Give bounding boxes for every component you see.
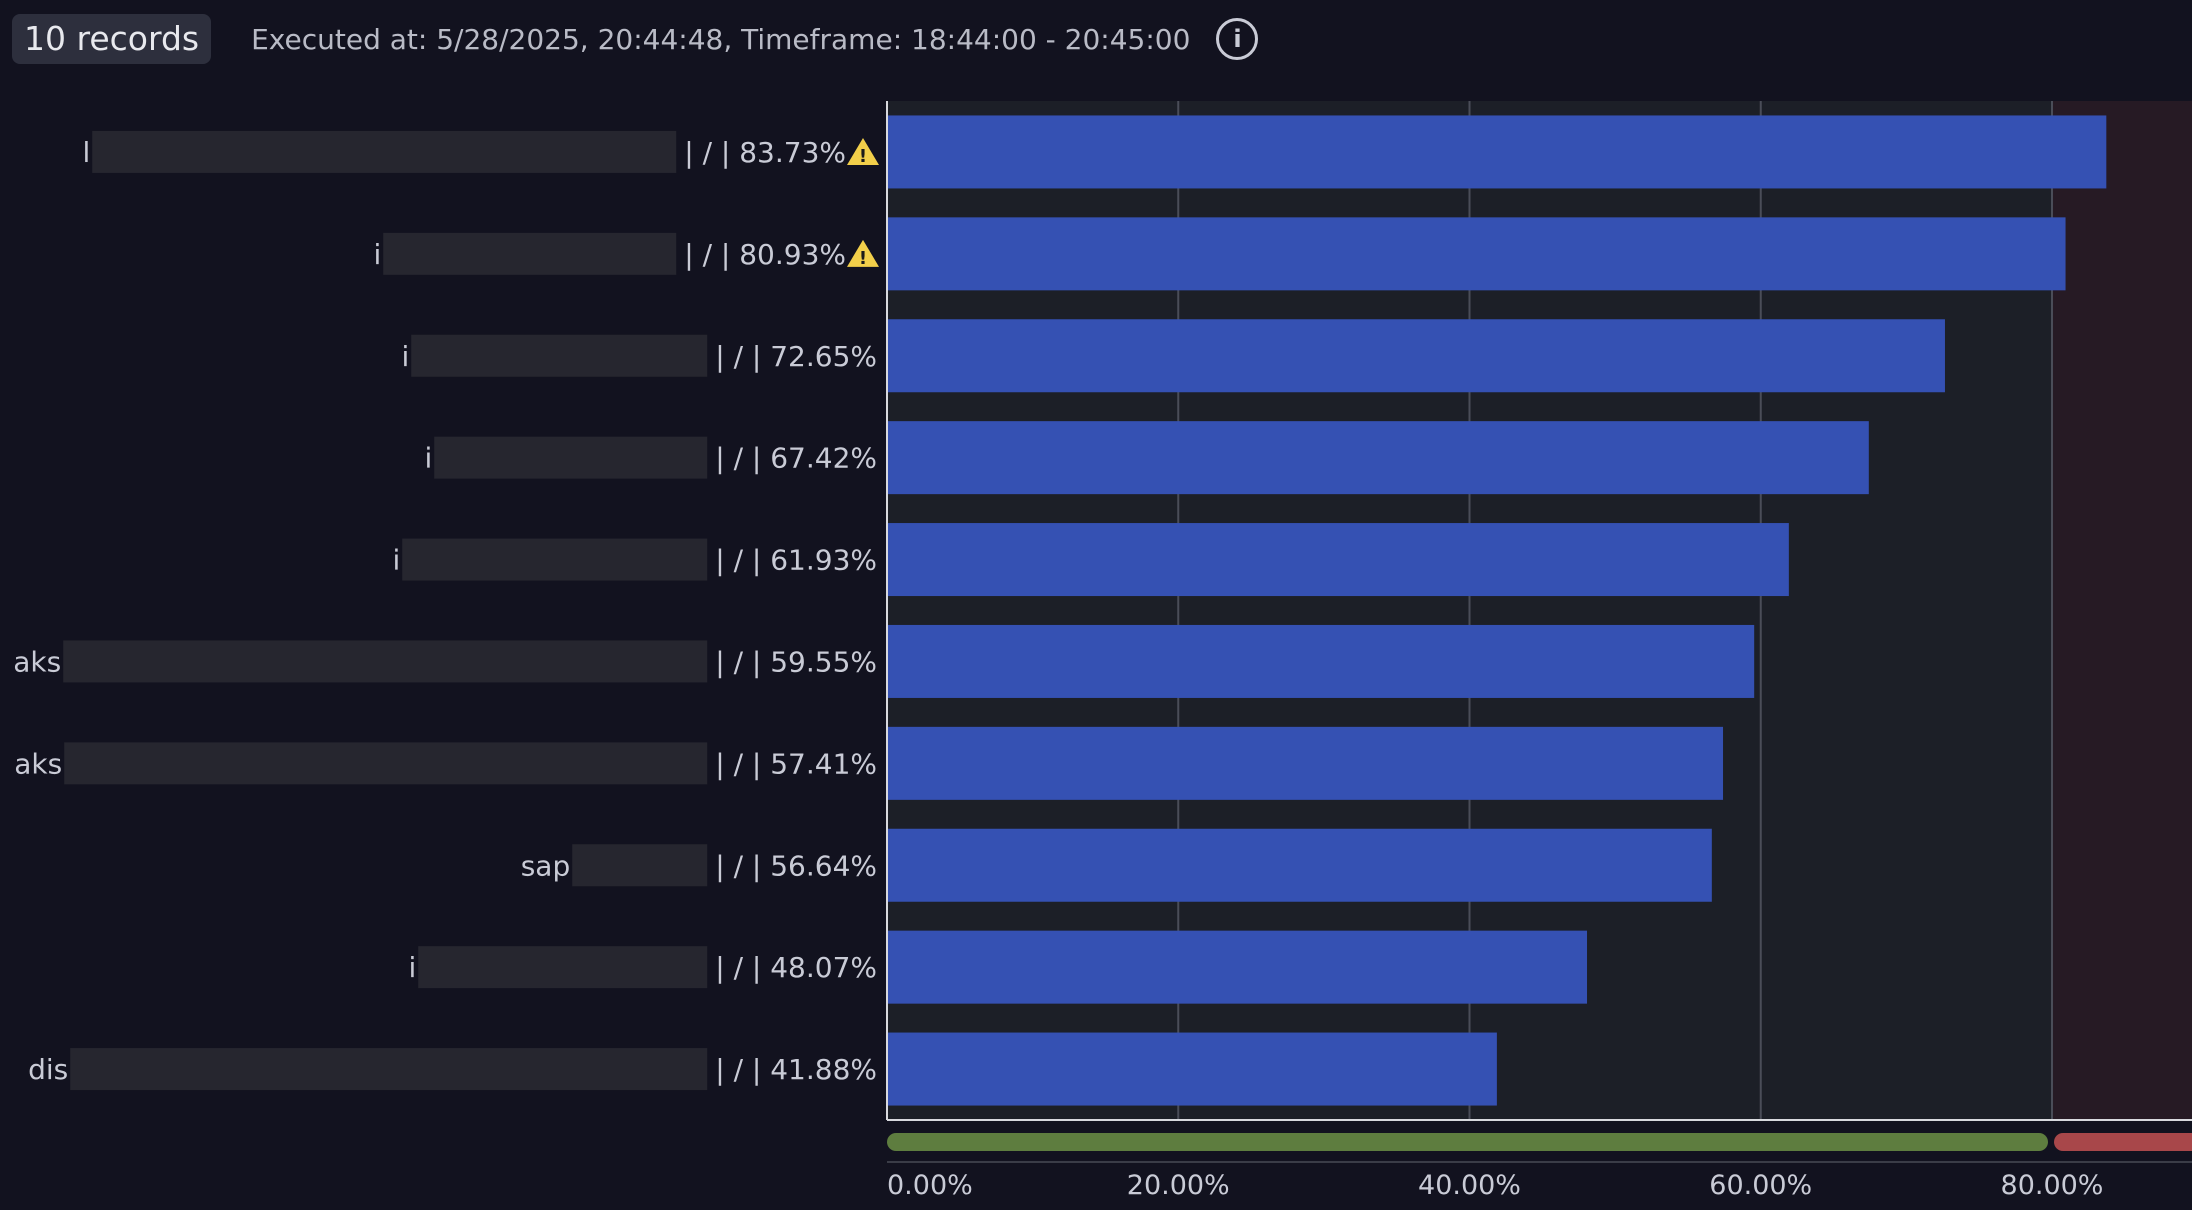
bar-label-7: | / | 56.64% <box>715 849 877 882</box>
name-prefix-5: aks <box>13 645 61 678</box>
name-prefix-0: l <box>82 136 90 169</box>
bar-8 <box>888 930 1588 1004</box>
bar-4 <box>888 523 1789 597</box>
bar-2 <box>888 319 1945 393</box>
bar-7 <box>888 828 1712 902</box>
redacted-name-8 <box>418 946 708 989</box>
bar-label-2: | / | 72.65% <box>715 340 877 373</box>
threshold-ok-bar <box>887 1133 2048 1151</box>
redacted-name-7 <box>572 844 708 887</box>
x-tick-label-4: 80.00% <box>2001 1170 2104 1201</box>
name-prefix-7: sap <box>521 849 571 882</box>
bar-1 <box>888 217 2066 291</box>
x-tick-label-2: 40.00% <box>1418 1170 1521 1201</box>
bar-label-3: | / | 67.42% <box>715 442 877 475</box>
name-prefix-9: dis <box>28 1053 68 1086</box>
results-header: 10 records Executed at: 5/28/2025, 20:44… <box>12 14 1259 64</box>
bar-label-4: | / | 61.93% <box>715 544 877 577</box>
name-prefix-2: i <box>401 340 409 373</box>
bar-label-1: | / | 80.93% <box>684 238 846 271</box>
bar-3 <box>888 421 1869 495</box>
bar-label-9: | / | 41.88% <box>715 1053 877 1086</box>
x-tick-label-3: 60.00% <box>1709 1170 1812 1201</box>
warning-mark-0: ! <box>859 146 867 167</box>
bar-9 <box>888 1032 1497 1106</box>
bar-6 <box>888 726 1724 800</box>
redacted-name-4 <box>402 538 708 581</box>
bar-5 <box>888 624 1755 698</box>
bar-label-8: | / | 48.07% <box>715 951 877 984</box>
name-prefix-6: aks <box>14 747 62 780</box>
name-prefix-8: i <box>408 951 416 984</box>
bar-0 <box>888 115 2107 189</box>
bar-label-0: | / | 83.73% <box>684 136 846 169</box>
x-tick-label-1: 20.00% <box>1127 1170 1230 1201</box>
info-circle-icon[interactable]: i <box>1216 18 1259 60</box>
threshold-critical-bar <box>2054 1133 2192 1151</box>
redacted-name-5 <box>63 640 708 683</box>
name-prefix-3: i <box>424 442 432 475</box>
warning-icon-0 <box>847 137 879 165</box>
warning-mark-1: ! <box>859 248 867 269</box>
bar-label-6: | / | 57.41% <box>715 747 877 780</box>
redacted-name-0 <box>92 130 677 173</box>
bar-label-5: | / | 59.55% <box>715 645 877 678</box>
execution-info-text: Executed at: 5/28/2025, 20:44:48, Timefr… <box>251 22 1191 56</box>
records-count-badge: 10 records <box>12 14 212 64</box>
critical-zone <box>2052 101 2192 1120</box>
x-tick-label-0: 0.00% <box>887 1170 973 1201</box>
name-prefix-1: i <box>373 238 381 271</box>
redacted-name-6 <box>64 742 708 785</box>
name-prefix-4: i <box>392 544 400 577</box>
redacted-name-2 <box>411 334 708 377</box>
redacted-name-9 <box>70 1048 708 1091</box>
redacted-name-1 <box>383 232 677 275</box>
redacted-name-3 <box>434 436 708 479</box>
warning-icon-1 <box>847 239 879 267</box>
